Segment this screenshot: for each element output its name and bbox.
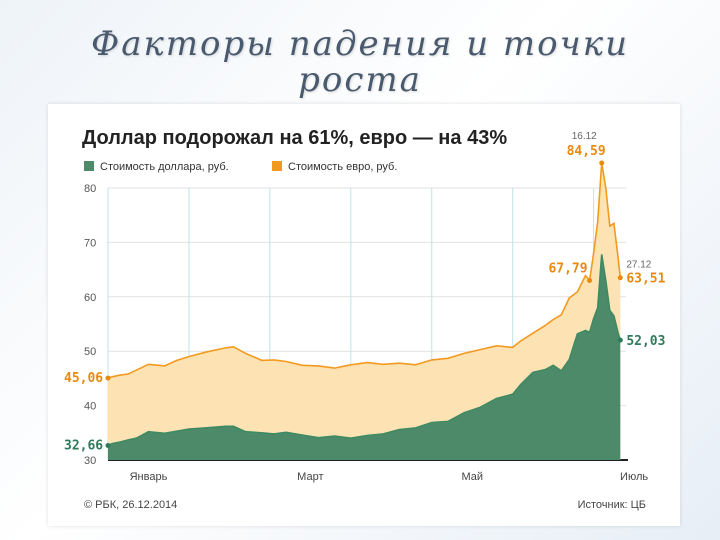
- legend-euro-label: Стоимость евро, руб.: [288, 161, 397, 173]
- data-label: 52,03: [626, 334, 665, 349]
- data-label: 45,06: [64, 371, 103, 386]
- dollar-line: [107, 254, 622, 447]
- data-point: [617, 337, 623, 343]
- data-label: 63,51: [626, 272, 665, 287]
- data-label: 32,66: [64, 439, 103, 454]
- y-tick-label: 80: [84, 183, 96, 195]
- y-tick-label: 60: [84, 292, 96, 304]
- x-tick-label: Май: [461, 471, 483, 483]
- slide-title-line-1: Факторы падения и точки: [91, 24, 629, 64]
- chart-card: Доллар подорожал на 61%, евро — на 43% С…: [48, 104, 680, 526]
- data-label-date: 27.12: [626, 260, 651, 271]
- area-chart: Доллар подорожал на 61%, евро — на 43% С…: [63, 127, 668, 511]
- euro-line: [107, 162, 622, 379]
- data-point: [599, 160, 605, 166]
- data-point: [105, 375, 111, 381]
- slide-title: Факторы падения и точки роста: [60, 26, 660, 98]
- data-point: [617, 275, 623, 281]
- data-label: 67,79: [548, 261, 587, 276]
- x-tick-label: Июль: [620, 471, 648, 483]
- y-tick-label: 30: [84, 455, 96, 467]
- legend-euro-swatch: [272, 161, 282, 171]
- series-areas: [107, 162, 622, 460]
- euro-area: [108, 163, 621, 460]
- footer-source: Источник: ЦБ: [578, 499, 646, 511]
- data-label-date: 16.12: [572, 131, 597, 142]
- y-tick-label: 70: [84, 237, 96, 249]
- y-tick-label: 40: [84, 401, 96, 413]
- dollar-area: [108, 254, 621, 460]
- slide-title-line-2: роста: [298, 60, 422, 100]
- data-point: [587, 277, 593, 283]
- axis-ticks: 304050607080ЯнварьМартМайИюльСентябрьНоя…: [84, 183, 648, 483]
- legend-dollar-swatch: [84, 161, 94, 171]
- x-tick-label: Январь: [130, 471, 168, 483]
- data-point: [105, 443, 111, 449]
- data-label: 84,59: [567, 144, 606, 159]
- chart-title: Доллар подорожал на 61%, евро — на 43%: [82, 127, 507, 149]
- x-tick-label: Март: [297, 471, 323, 483]
- legend-dollar-label: Стоимость доллара, руб.: [100, 161, 229, 173]
- y-tick-label: 50: [84, 346, 96, 358]
- footer-copyright: © РБК, 26.12.2014: [84, 499, 177, 511]
